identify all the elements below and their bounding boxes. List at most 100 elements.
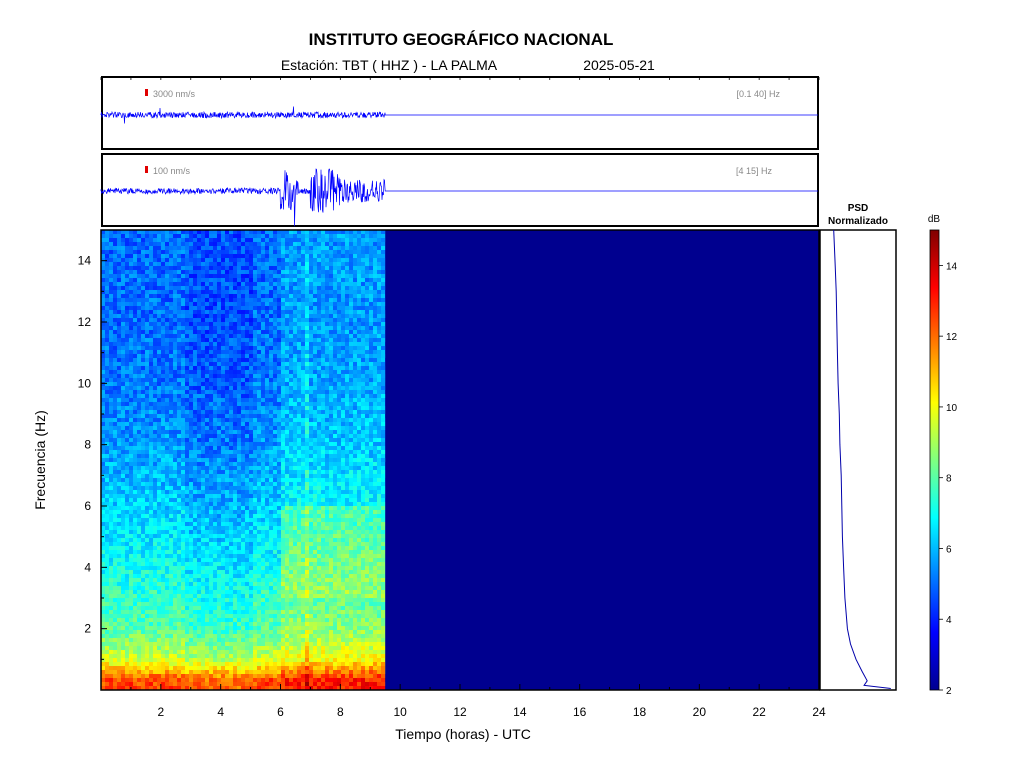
spectrogram-cell [125, 494, 129, 498]
spectrogram-cell [253, 674, 257, 678]
spectrogram-cell [201, 382, 205, 386]
spectrogram-cell [225, 262, 229, 266]
spectrogram-cell [197, 258, 201, 262]
spectrogram-cell [201, 402, 205, 406]
spectrogram-cell [129, 230, 133, 234]
spectrogram-cell [125, 470, 129, 474]
spectrogram-cell [181, 274, 185, 278]
spectrogram-cell [221, 358, 225, 362]
spectrogram-cell [101, 290, 105, 294]
spectrogram-cell [233, 610, 237, 614]
spectrogram-cell [229, 266, 233, 270]
spectrogram-cell [197, 514, 201, 518]
spectrogram-cell [125, 590, 129, 594]
spectrogram-cell [189, 338, 193, 342]
spectrogram-cell [121, 646, 125, 650]
spectrogram-cell [105, 526, 109, 530]
spectrogram-cell [165, 402, 169, 406]
spectrogram-cell [213, 402, 217, 406]
spectrogram-cell [129, 582, 133, 586]
spectrogram-cell [249, 598, 253, 602]
spectrogram-cell [141, 670, 145, 674]
spectrogram-cell [265, 286, 269, 290]
spectrogram-cell [257, 338, 261, 342]
spectrogram-cell [193, 266, 197, 270]
spectrogram-cell [241, 466, 245, 470]
spectrogram-cell [201, 430, 205, 434]
spectrogram-cell [225, 686, 229, 690]
spectrogram-cell [209, 446, 213, 450]
spectrogram-cell [249, 290, 253, 294]
spectrogram-cell [101, 606, 105, 610]
spectrogram-cell [105, 254, 109, 258]
spectrogram-cell [225, 518, 229, 522]
figure-title: INSTITUTO GEOGRÁFICO NACIONAL [309, 30, 614, 49]
spectrogram-cell [109, 618, 113, 622]
spectrogram-cell [269, 630, 273, 634]
spectrogram-cell [229, 586, 233, 590]
spectrogram-cell [253, 670, 257, 674]
spectrogram-cell [217, 422, 221, 426]
spectrogram-cell [173, 306, 177, 310]
spectrogram-cell [213, 258, 217, 262]
spectrogram-cell [209, 346, 213, 350]
spectrogram-cell [249, 414, 253, 418]
spectrogram-cell [109, 350, 113, 354]
spectrogram-cell [145, 366, 149, 370]
spectrogram-cell [133, 654, 137, 658]
spectrogram-cell [173, 494, 177, 498]
spectrogram-cell [221, 626, 225, 630]
spectrogram-cell [189, 466, 193, 470]
spectrogram-cell [153, 442, 157, 446]
spectrogram-cell [261, 538, 265, 542]
spectrogram-cell [161, 258, 165, 262]
spectrogram-cell [217, 298, 221, 302]
spectrogram-cell [201, 298, 205, 302]
spectrogram-cell [181, 334, 185, 338]
spectrogram-cell [241, 670, 245, 674]
spectrogram-cell [117, 602, 121, 606]
spectrogram-cell [137, 266, 141, 270]
spectrogram-cell [205, 350, 209, 354]
spectrogram-cell [193, 534, 197, 538]
spectrogram-cell [109, 666, 113, 670]
spectrogram-cell [229, 282, 233, 286]
spectrogram-cell [141, 286, 145, 290]
spectrogram-cell [137, 394, 141, 398]
spectrogram-cell [141, 438, 145, 442]
spectrogram-cell [149, 462, 153, 466]
spectrogram-cell [205, 614, 209, 618]
spectrogram-cell [217, 522, 221, 526]
spectrogram-cell [149, 650, 153, 654]
spectrogram-cell [145, 374, 149, 378]
spectrogram-cell [117, 534, 121, 538]
spectrogram-cell [185, 582, 189, 586]
spectrogram-cell [177, 570, 181, 574]
spectrogram-cell [109, 394, 113, 398]
spectrogram-cell [153, 478, 157, 482]
spectrogram-cell [265, 662, 269, 666]
spectrogram-cell [145, 634, 149, 638]
spectrogram-cell [137, 450, 141, 454]
spectrogram-cell [265, 430, 269, 434]
spectrogram-cell [201, 570, 205, 574]
trace-filtered [100, 168, 818, 227]
spectrogram-cell [205, 686, 209, 690]
spectrogram-cell [157, 422, 161, 426]
spectrogram-cell [137, 334, 141, 338]
spectrogram-cell [209, 674, 213, 678]
spectrogram-cell [205, 662, 209, 666]
spectrogram-cell [257, 582, 261, 586]
spectrogram-cell [185, 402, 189, 406]
spectrogram-cell [173, 234, 177, 238]
spectrogram-cell [169, 682, 173, 686]
spectrogram-cell [149, 658, 153, 662]
spectrogram-cell [245, 426, 249, 430]
spectrogram-cell [133, 238, 137, 242]
spectrogram-cell [233, 502, 237, 506]
spectrogram-cell [261, 322, 265, 326]
spectrogram-cell [145, 522, 149, 526]
spectrogram-cell [149, 502, 153, 506]
spectrogram-cell [221, 630, 225, 634]
spectrogram-cell [173, 526, 177, 530]
